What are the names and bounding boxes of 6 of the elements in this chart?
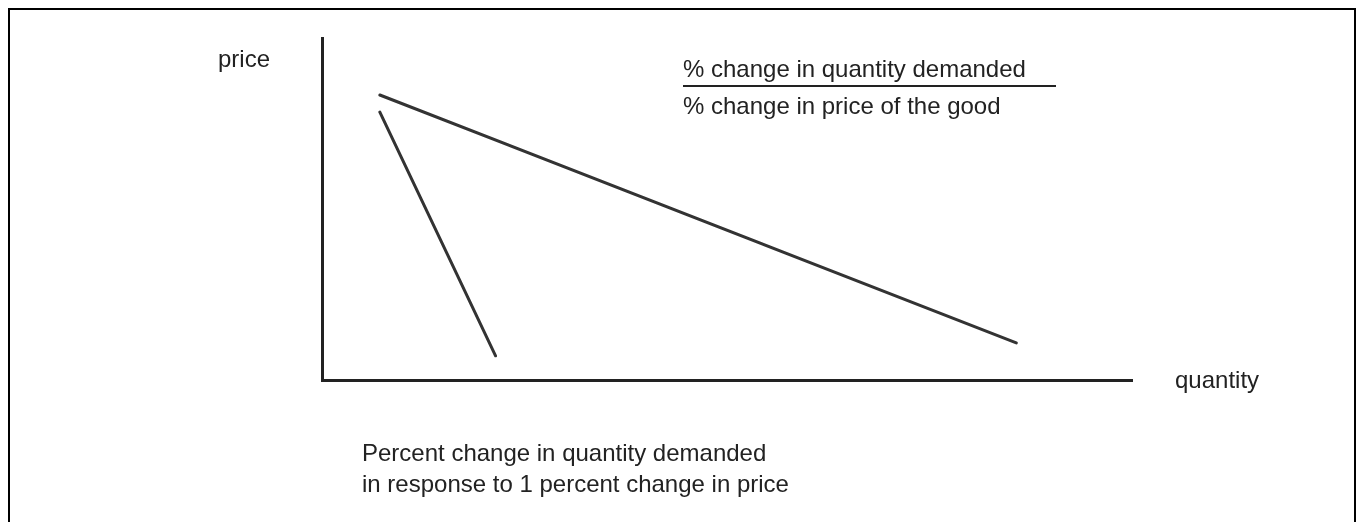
annotation: % change in price of the good bbox=[683, 92, 1001, 120]
x-axis-title: quantity bbox=[1175, 366, 1260, 394]
text: in response to 1 percent change in price bbox=[362, 470, 789, 498]
y-axis-title: price bbox=[218, 45, 271, 73]
text: % change in quantity demanded bbox=[683, 55, 1056, 87]
text: Percent change in quantity demanded bbox=[362, 439, 767, 467]
